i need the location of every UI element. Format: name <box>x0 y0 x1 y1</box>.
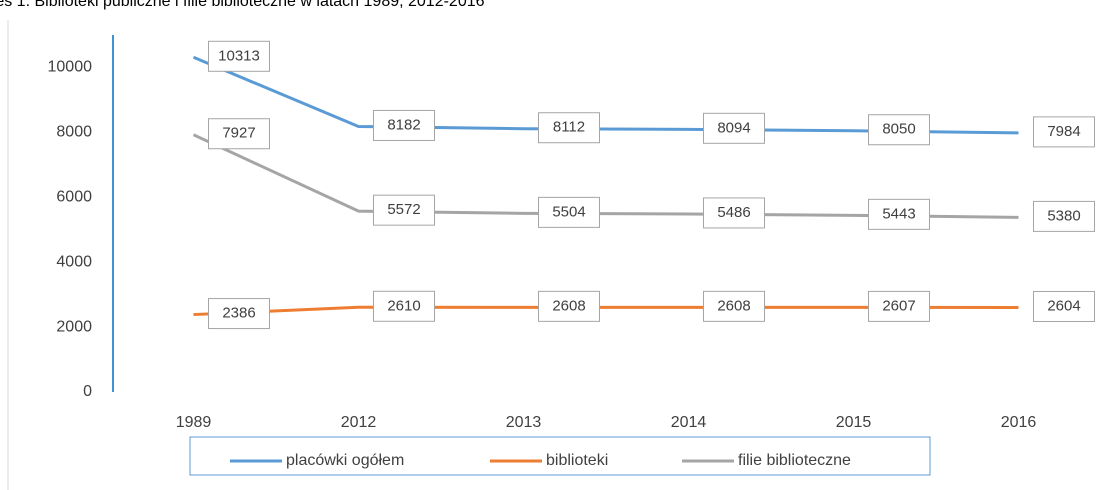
data-label: 8050 <box>882 121 915 138</box>
data-label: 10313 <box>218 47 260 64</box>
data-label: 8112 <box>553 119 585 136</box>
data-label-box <box>868 198 930 230</box>
y-tick-label: 8000 <box>56 124 92 141</box>
data-label-box <box>703 112 765 144</box>
x-tick-label: 2015 <box>836 414 872 431</box>
data-label-box <box>703 197 765 229</box>
y-tick-label: 4000 <box>56 253 92 270</box>
y-tick-label: 10000 <box>48 59 93 76</box>
y-tick-label: 2000 <box>56 318 92 335</box>
data-label: 7927 <box>222 125 255 142</box>
data-label: 8094 <box>717 119 750 136</box>
data-label-box <box>703 290 765 322</box>
data-label-box <box>538 196 600 228</box>
data-label-box <box>538 290 600 322</box>
chart-title: kres 1. Biblioteki publiczne i filie bib… <box>0 0 485 10</box>
data-label: 2608 <box>717 297 750 314</box>
data-label-box <box>208 118 270 150</box>
data-label: 5443 <box>882 205 915 222</box>
x-tick-label: 2012 <box>341 414 377 431</box>
data-label: 8182 <box>387 116 420 133</box>
data-label-box <box>1033 290 1095 322</box>
data-label-box <box>868 114 930 146</box>
data-label: 2610 <box>387 297 420 314</box>
data-label-box <box>538 112 600 144</box>
legend-label: filie biblioteczne <box>738 452 851 469</box>
legend <box>189 436 931 476</box>
data-label-box <box>373 290 435 322</box>
data-label-box <box>373 194 435 226</box>
data-label-box <box>373 109 435 141</box>
data-label: 2604 <box>1047 297 1080 314</box>
x-tick-label: 1989 <box>176 414 212 431</box>
x-tick-label: 2013 <box>506 414 542 431</box>
data-label-box <box>1033 200 1095 232</box>
data-label: 2386 <box>222 305 255 322</box>
data-label: 5572 <box>387 201 420 218</box>
data-label: 5486 <box>717 204 750 221</box>
legend-label: placówki ogółem <box>286 452 404 469</box>
data-label-box <box>208 298 270 330</box>
data-label: 2607 <box>882 297 915 314</box>
data-label-box <box>1033 116 1095 148</box>
data-label: 5380 <box>1047 207 1080 224</box>
data-label-box <box>868 290 930 322</box>
data-label-box <box>208 40 270 72</box>
y-tick-label: 6000 <box>56 188 92 205</box>
data-label: 7984 <box>1047 123 1080 140</box>
data-label: 2608 <box>552 297 585 314</box>
x-tick-label: 2014 <box>671 414 707 431</box>
y-tick-label: 0 <box>83 383 92 400</box>
legend-label: biblioteki <box>546 452 608 469</box>
data-label: 5504 <box>552 203 585 220</box>
x-tick-label: 2016 <box>1001 414 1037 431</box>
